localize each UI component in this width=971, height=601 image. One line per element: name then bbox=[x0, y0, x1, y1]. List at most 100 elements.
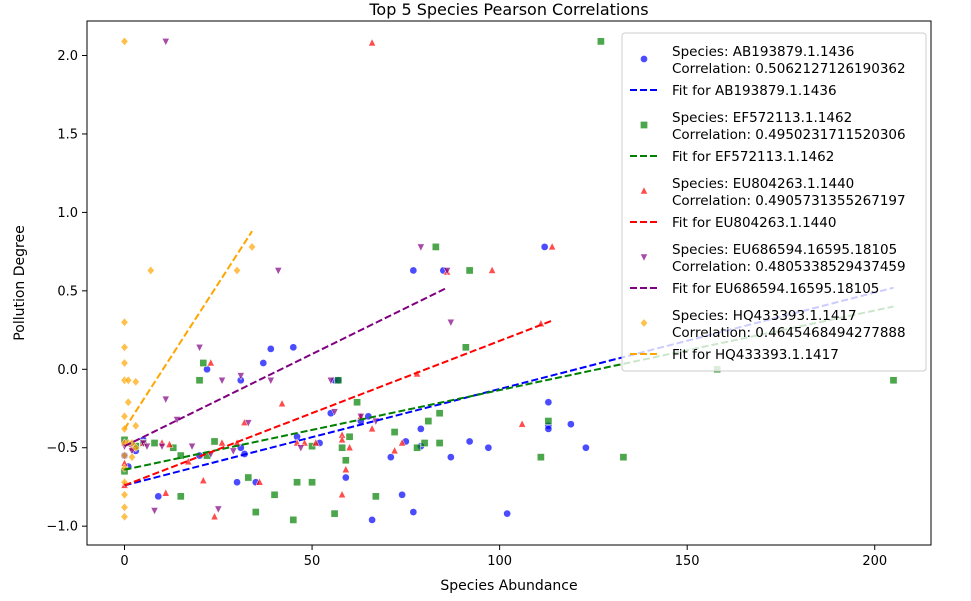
data-point bbox=[199, 475, 208, 484]
legend-marker bbox=[639, 186, 649, 195]
data-point bbox=[188, 442, 197, 451]
data-point bbox=[338, 443, 346, 452]
data-point bbox=[176, 451, 185, 460]
x-tick-label: 50 bbox=[304, 554, 321, 569]
data-point bbox=[544, 425, 553, 433]
series-HQ433393.1.1417-points bbox=[120, 36, 256, 522]
x-tick-label: 100 bbox=[487, 554, 512, 569]
data-point bbox=[311, 438, 320, 447]
data-point bbox=[270, 490, 279, 499]
data-point bbox=[146, 265, 155, 276]
legend-species-label: Species: AB193879.1.1436 bbox=[672, 44, 854, 60]
data-point bbox=[356, 413, 365, 422]
data-point bbox=[330, 509, 339, 518]
y-tick-label: 0.0 bbox=[57, 363, 78, 378]
legend-correlation-label: Correlation: 0.5062127126190362 bbox=[672, 61, 906, 77]
legend-correlation-label: Correlation: 0.4905731355267197 bbox=[672, 193, 906, 209]
legend-box bbox=[621, 32, 927, 372]
data-point bbox=[218, 438, 227, 447]
data-point bbox=[368, 424, 377, 433]
data-point bbox=[409, 508, 418, 516]
data-point bbox=[488, 265, 497, 274]
data-point bbox=[120, 502, 129, 512]
data-point bbox=[251, 508, 260, 516]
data-point bbox=[244, 419, 253, 428]
data-point bbox=[124, 375, 133, 385]
legend-species-label: Species: HQ433393.1.1417 bbox=[672, 308, 857, 324]
x-tick-label: 150 bbox=[675, 554, 700, 569]
data-point bbox=[435, 409, 444, 418]
data-point bbox=[548, 242, 557, 251]
data-point bbox=[420, 439, 429, 447]
legend-species-label: Species: EU686594.16595.18105 bbox=[672, 242, 897, 258]
y-axis-label: Pollution Degree bbox=[12, 225, 28, 340]
data-point bbox=[386, 453, 395, 461]
legend-marker bbox=[640, 121, 648, 129]
data-point bbox=[341, 456, 350, 465]
data-point bbox=[308, 478, 316, 487]
data-point bbox=[176, 492, 185, 501]
series-AB193879.1.1436-points bbox=[120, 243, 590, 524]
data-point bbox=[233, 265, 241, 276]
data-point bbox=[143, 442, 152, 451]
data-point bbox=[443, 267, 452, 276]
legend-fit-label: Fit for HQ433393.1.1417 bbox=[672, 347, 839, 363]
data-point bbox=[120, 36, 129, 46]
data-point bbox=[120, 358, 129, 368]
data-point bbox=[300, 438, 309, 447]
data-point bbox=[368, 516, 376, 524]
data-point bbox=[255, 477, 264, 486]
data-point bbox=[131, 377, 140, 387]
data-point bbox=[537, 453, 545, 461]
data-point bbox=[120, 490, 129, 500]
data-point bbox=[278, 399, 287, 408]
data-point bbox=[889, 376, 898, 385]
data-point bbox=[233, 478, 241, 487]
data-point bbox=[462, 343, 470, 352]
data-point bbox=[544, 398, 553, 407]
data-point bbox=[540, 243, 549, 251]
legend-fit-label: Fit for EU804263.1.1440 bbox=[672, 215, 836, 231]
data-point bbox=[334, 376, 343, 385]
data-point bbox=[345, 432, 354, 441]
data-point bbox=[567, 420, 575, 429]
legend-species-label: Species: EU804263.1.1440 bbox=[672, 176, 854, 192]
data-point bbox=[274, 267, 283, 276]
data-point bbox=[289, 516, 298, 524]
data-point bbox=[330, 408, 339, 417]
data-point bbox=[619, 453, 628, 461]
data-point bbox=[150, 439, 159, 447]
data-point bbox=[206, 358, 215, 367]
data-point bbox=[218, 377, 227, 386]
data-point bbox=[518, 419, 527, 428]
legend-correlation-label: Correlation: 0.4805338529437459 bbox=[672, 259, 906, 275]
data-point bbox=[195, 344, 204, 353]
data-point bbox=[131, 421, 140, 431]
data-point bbox=[236, 372, 245, 381]
x-tick-label: 200 bbox=[862, 554, 887, 569]
legend-marker bbox=[639, 253, 649, 262]
data-point bbox=[128, 452, 136, 462]
legend-fit-label: Fit for EU686594.16595.18105 bbox=[672, 281, 879, 297]
data-point bbox=[214, 505, 223, 514]
data-point bbox=[413, 443, 421, 452]
x-tick-label: 0 bbox=[120, 554, 128, 569]
y-tick-label: 2.0 bbox=[57, 49, 78, 64]
data-point bbox=[248, 242, 256, 252]
data-point bbox=[293, 478, 301, 487]
plot-area bbox=[86, 20, 932, 546]
legend-species-label: Species: EF572113.1.1462 bbox=[672, 110, 852, 126]
y-axis: −1.0 −0.5 0.0 0.5 1.0 1.5 2.0 bbox=[46, 49, 87, 535]
legend-fit-label: Fit for EF572113.1.1462 bbox=[672, 149, 834, 165]
legend-marker bbox=[640, 55, 648, 63]
data-point bbox=[266, 345, 275, 353]
data-point bbox=[484, 443, 493, 452]
data-point bbox=[390, 446, 399, 455]
data-point bbox=[465, 437, 474, 446]
plot-frame bbox=[86, 20, 932, 546]
data-point bbox=[210, 512, 219, 521]
data-point bbox=[390, 428, 399, 436]
data-point bbox=[446, 318, 455, 327]
data-point bbox=[435, 439, 444, 447]
